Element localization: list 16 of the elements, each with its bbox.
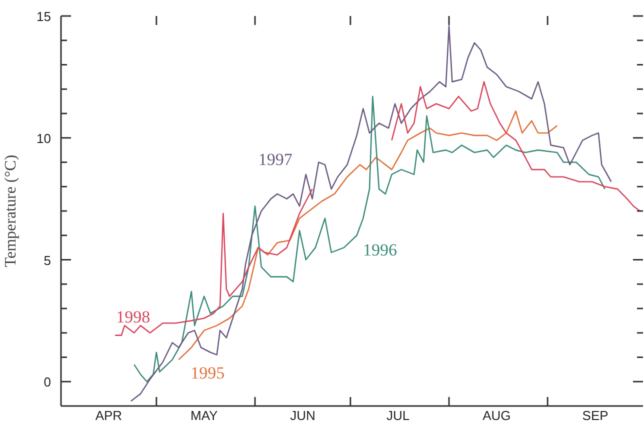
series-label: 1998 — [116, 307, 150, 326]
x-tick-label: MAY — [190, 408, 218, 423]
y-axis-title: Temperature (°C) — [2, 154, 20, 268]
series-label: 1997 — [258, 150, 293, 169]
line-series — [178, 110, 558, 360]
series-label: 1996 — [363, 240, 398, 260]
x-tick-label: SEP — [582, 408, 608, 423]
y-tick-label: 10 — [36, 130, 51, 146]
y-tick-label: 5 — [44, 252, 51, 268]
x-tick-label: APR — [95, 408, 122, 423]
x-tick-label: AUG — [482, 408, 511, 423]
series-label: 1995 — [190, 364, 225, 383]
x-tick-label: JUL — [386, 408, 410, 423]
y-tick-label: 0 — [44, 374, 51, 390]
y-tick-label: 15 — [36, 9, 51, 24]
x-tick-label: JUN — [290, 408, 316, 423]
